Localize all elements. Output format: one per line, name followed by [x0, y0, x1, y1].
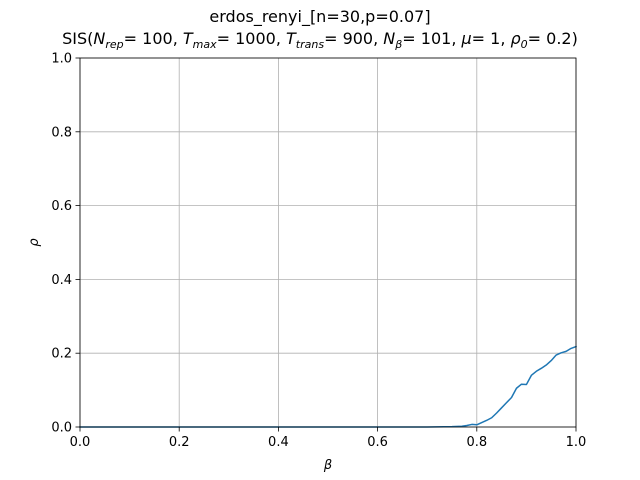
- x-axis-label: β: [323, 458, 332, 473]
- y-axis-label: ρ: [27, 238, 42, 247]
- x-tick-label: 0.6: [367, 435, 388, 450]
- axes-frame: [79, 57, 577, 428]
- chart-title: erdos_renyi_[n=30,p=0.07]: [209, 7, 431, 26]
- subtitle-param: Nrep= 100: [93, 29, 173, 51]
- subtitle-param: μ= 1: [461, 29, 501, 48]
- y-tick-label: 0.6: [51, 199, 72, 214]
- subtitle-param: Tmax= 1000: [182, 29, 276, 51]
- subtitle-param: Nβ= 101: [383, 29, 452, 51]
- subtitle-param: ρ0= 0.2: [510, 29, 572, 51]
- y-tick-label: 0.8: [51, 125, 72, 140]
- x-tick-label: 0.4: [268, 435, 289, 450]
- y-tick-label: 0.2: [51, 347, 72, 362]
- y-tick-label: 0.4: [51, 273, 72, 288]
- x-tick-label: 1.0: [566, 435, 587, 450]
- series-line: [79, 345, 577, 428]
- x-tick-label: 0.8: [466, 435, 487, 450]
- y-tick-label: 1.0: [51, 52, 72, 67]
- x-tick-label: 0.2: [169, 435, 190, 450]
- chart-subtitle: SIS(Nrep= 100, Tmax= 1000, Ttrans= 900, …: [62, 29, 578, 51]
- y-tick-label: 0.0: [51, 421, 72, 436]
- subtitle-param: Ttrans= 900: [286, 29, 374, 51]
- x-tick-label: 0.0: [70, 435, 91, 450]
